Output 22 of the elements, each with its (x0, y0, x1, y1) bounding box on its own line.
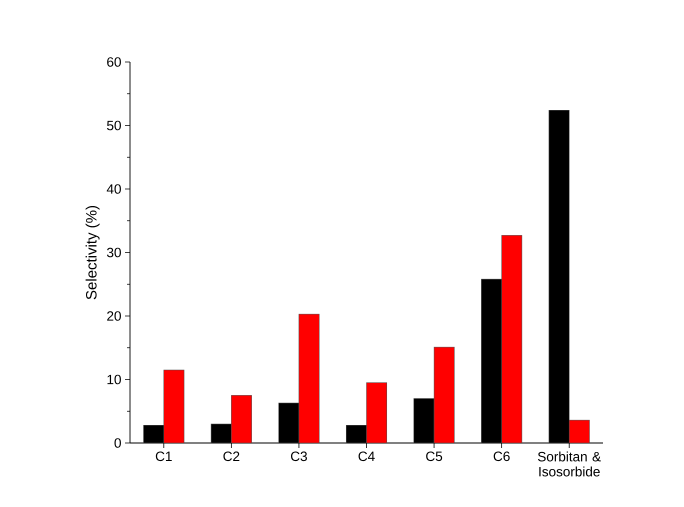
bar (164, 370, 184, 443)
y-axis-title: Selectivity (%) (86, 206, 100, 300)
y-tick-label: 20 (107, 311, 121, 321)
y-tick-label: 30 (106, 248, 121, 258)
bar (568, 420, 590, 443)
bar (366, 382, 388, 443)
bar (298, 314, 320, 443)
y-tick-label: 0 (114, 438, 121, 448)
x-tick-label: C2 (223, 452, 240, 462)
x-tick-label: C6 (494, 452, 510, 462)
y-tick-label: 40 (106, 184, 121, 194)
bar (501, 235, 522, 443)
y-tick-label: 10 (107, 374, 121, 384)
y-tick-label: 50 (106, 120, 121, 130)
x-tick-label: C4 (358, 452, 375, 462)
y-tick-label: 60 (107, 57, 121, 67)
bar (231, 395, 252, 443)
bar (434, 346, 455, 443)
x-tick-label: C1 (156, 452, 172, 462)
x-tick-label: C3 (290, 452, 307, 462)
x-tick-label: Sorbitan & Isosorbide (538, 452, 601, 476)
x-tick-label: C5 (426, 452, 442, 462)
